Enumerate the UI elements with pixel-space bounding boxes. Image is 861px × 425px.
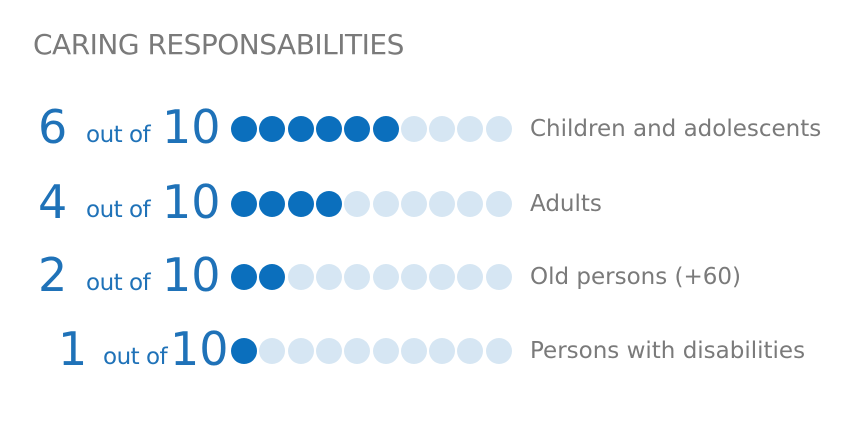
filled-dot [259,264,286,290]
empty-dot [287,264,314,290]
filled-dot [231,338,257,364]
category-label: Persons with disabilities [530,338,806,364]
stat-value: 2 [38,248,68,302]
empty-dot [372,338,399,364]
filled-dot [259,191,286,217]
filled-dot [315,116,342,142]
empty-dot [457,191,484,217]
empty-dot [344,191,371,217]
empty-dot [400,116,427,142]
out-of-text: out of [103,344,168,370]
stat-value: 1 [58,322,88,376]
filled-dot [231,116,257,142]
empty-dot [429,338,456,364]
empty-dot [259,338,286,364]
filled-dot [315,191,342,217]
stat-total: 10 [170,322,229,376]
empty-dot [372,264,399,290]
filled-dot [259,116,286,142]
empty-dot [287,338,314,364]
stat-row-adults: 4 out of 10 Adults [0,173,861,233]
out-of-text: out of [86,270,151,296]
out-of-text: out of [86,197,151,223]
stat-total: 10 [162,175,221,229]
chart-title: CARING RESPONSABILITIES [33,28,404,61]
stat-row-old-persons: 2 out of 10 Old persons (+60) [0,246,861,306]
empty-dot [315,338,342,364]
empty-dot [400,264,427,290]
empty-dot [457,338,484,364]
filled-dot [231,191,257,217]
filled-dot [287,116,314,142]
filled-dot [287,191,314,217]
filled-dot [344,116,371,142]
empty-dot [344,338,371,364]
empty-dot [315,264,342,290]
empty-dot [457,116,484,142]
empty-dot [429,191,456,217]
filled-dot [231,264,257,290]
empty-dot [429,116,456,142]
out-of-text: out of [86,122,151,148]
stat-total: 10 [162,248,221,302]
empty-dot [400,338,427,364]
stat-row-children: 6 out of 10 Children and adolescents [0,98,861,158]
category-label: Adults [530,191,602,217]
empty-dot [344,264,371,290]
empty-dot [485,116,512,142]
stat-total: 10 [162,100,221,154]
empty-dot [457,264,484,290]
stat-row-disabilities: 1 out of 10 Persons with disabilities [0,320,861,380]
stat-value: 6 [38,100,68,154]
empty-dot [372,191,399,217]
empty-dot [485,264,512,290]
empty-dot [400,191,427,217]
empty-dot [429,264,456,290]
category-label: Old persons (+60) [530,264,742,290]
category-label: Children and adolescents [530,116,822,142]
empty-dot [485,338,512,364]
stat-value: 4 [38,175,68,229]
filled-dot [372,116,399,142]
empty-dot [485,191,512,217]
